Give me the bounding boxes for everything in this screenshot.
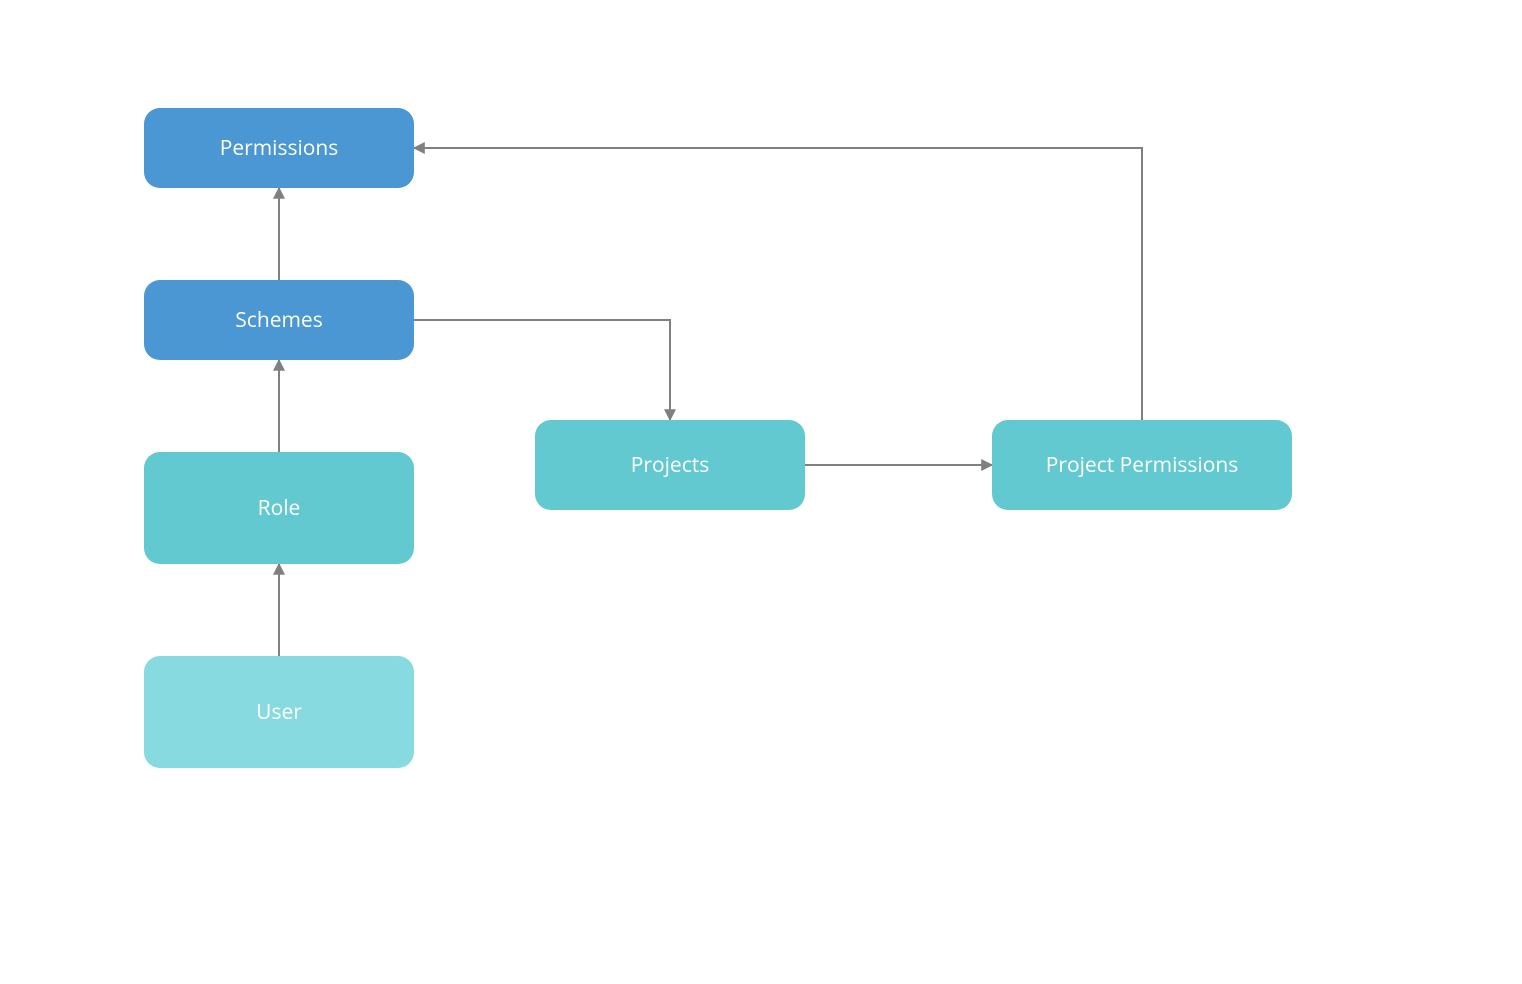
edge-project_permissions-to-permissions — [414, 148, 1142, 420]
node-project_permissions: Project Permissions — [992, 420, 1292, 510]
diagram-canvas: Permissions Schemes Role User Projects Projec… — [0, 0, 1522, 984]
node-label: Role — [258, 494, 301, 522]
node-label: Permissions — [220, 134, 339, 162]
node-label: Projects — [631, 451, 710, 479]
edge-schemes-to-projects — [414, 320, 670, 420]
node-permissions: Permissions — [144, 108, 414, 188]
node-projects: Projects — [535, 420, 805, 510]
node-role: Role — [144, 452, 414, 564]
node-label: User — [256, 698, 302, 726]
node-schemes: Schemes — [144, 280, 414, 360]
node-label: Project Permissions — [1046, 451, 1239, 479]
node-label: Schemes — [235, 306, 323, 334]
node-user: User — [144, 656, 414, 768]
